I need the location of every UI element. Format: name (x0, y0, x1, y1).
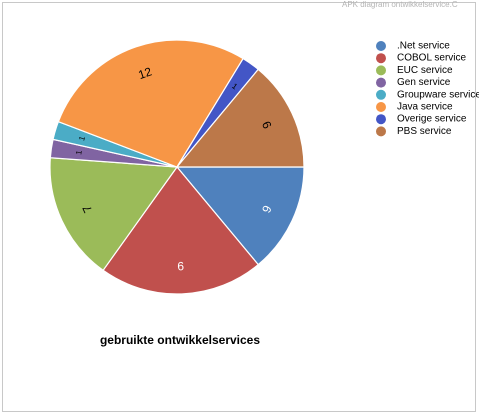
legend-label: COBOL service (397, 53, 467, 64)
pie-slice-pbs-service[interactable] (175, 68, 305, 168)
data-label-gen-service: 1 (74, 149, 84, 155)
legend-label: EUC service (397, 65, 453, 76)
legend-marker (376, 65, 386, 76)
data-label-overige-service: 1 (230, 81, 239, 91)
pie-slice-euc-service[interactable] (49, 157, 179, 272)
legend-marker (376, 41, 386, 51)
data-label-java-service: 12 (136, 64, 153, 82)
legend-label: Java service (397, 102, 453, 113)
legend-item-overige-service[interactable]: Overige service (376, 114, 467, 125)
legend-item-java-service[interactable]: Java service (376, 102, 453, 113)
legend-item-net-service[interactable]: .Net service (376, 41, 450, 52)
legend-label: .Net service (397, 41, 450, 52)
data-label-cobol-service: 9 (177, 259, 185, 273)
pie-slices (49, 39, 305, 295)
legend-label: Groupware service (397, 89, 479, 100)
pie-slice-java-service[interactable] (57, 39, 244, 168)
legend-marker (376, 77, 386, 88)
legend-marker (376, 114, 386, 125)
legend-label: Overige service (397, 114, 467, 125)
legend-item-euc-service[interactable]: EUC service (376, 65, 453, 76)
legend-marker (376, 53, 386, 64)
legend-marker (376, 126, 386, 137)
legend-item-groupware-service[interactable]: Groupware service (376, 89, 479, 100)
legend-label: Gen service (397, 77, 451, 88)
pie-slice-cobol-service[interactable] (102, 166, 260, 295)
pie-slice-net-service[interactable] (175, 166, 305, 266)
data-label-groupware-service: 1 (77, 135, 87, 142)
legend-item-cobol-service[interactable]: COBOL service (376, 53, 467, 64)
legend-item-gen-service[interactable]: Gen service (376, 77, 451, 88)
legend-marker (376, 89, 386, 100)
legend-marker (376, 102, 386, 112)
legend-item-pbs-service[interactable]: PBS service (376, 126, 452, 137)
chart-title: gebruikte ontwikkelservices (99, 333, 261, 347)
legend-label: PBS service (397, 126, 452, 137)
header-caption: APK diagram ontwikkelservice.C (342, 0, 458, 9)
